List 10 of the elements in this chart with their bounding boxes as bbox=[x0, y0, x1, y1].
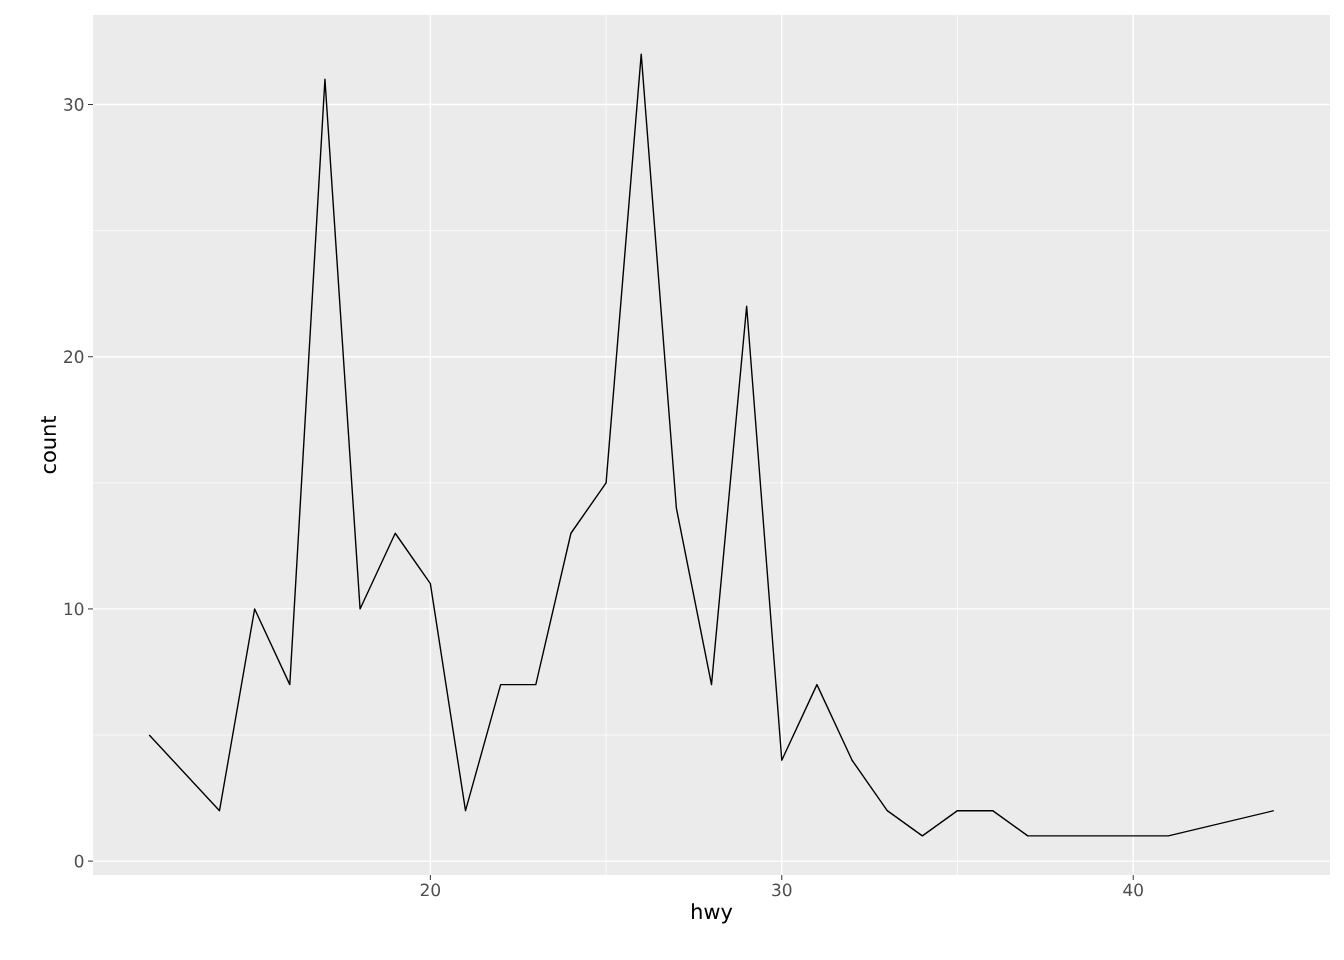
x-tick-label: 40 bbox=[1123, 883, 1143, 897]
x-tick-label: 30 bbox=[772, 883, 792, 897]
y-tick-label: 0 bbox=[74, 854, 84, 868]
y-tick-label: 10 bbox=[64, 602, 84, 616]
y-tick-label: 30 bbox=[64, 98, 84, 111]
y-axis-title: count bbox=[41, 415, 57, 474]
x-tick-label: 20 bbox=[420, 883, 441, 897]
y-tick-label: 20 bbox=[64, 350, 84, 364]
line-series bbox=[148, 53, 1275, 837]
x-axis-title: hwy bbox=[692, 903, 733, 924]
